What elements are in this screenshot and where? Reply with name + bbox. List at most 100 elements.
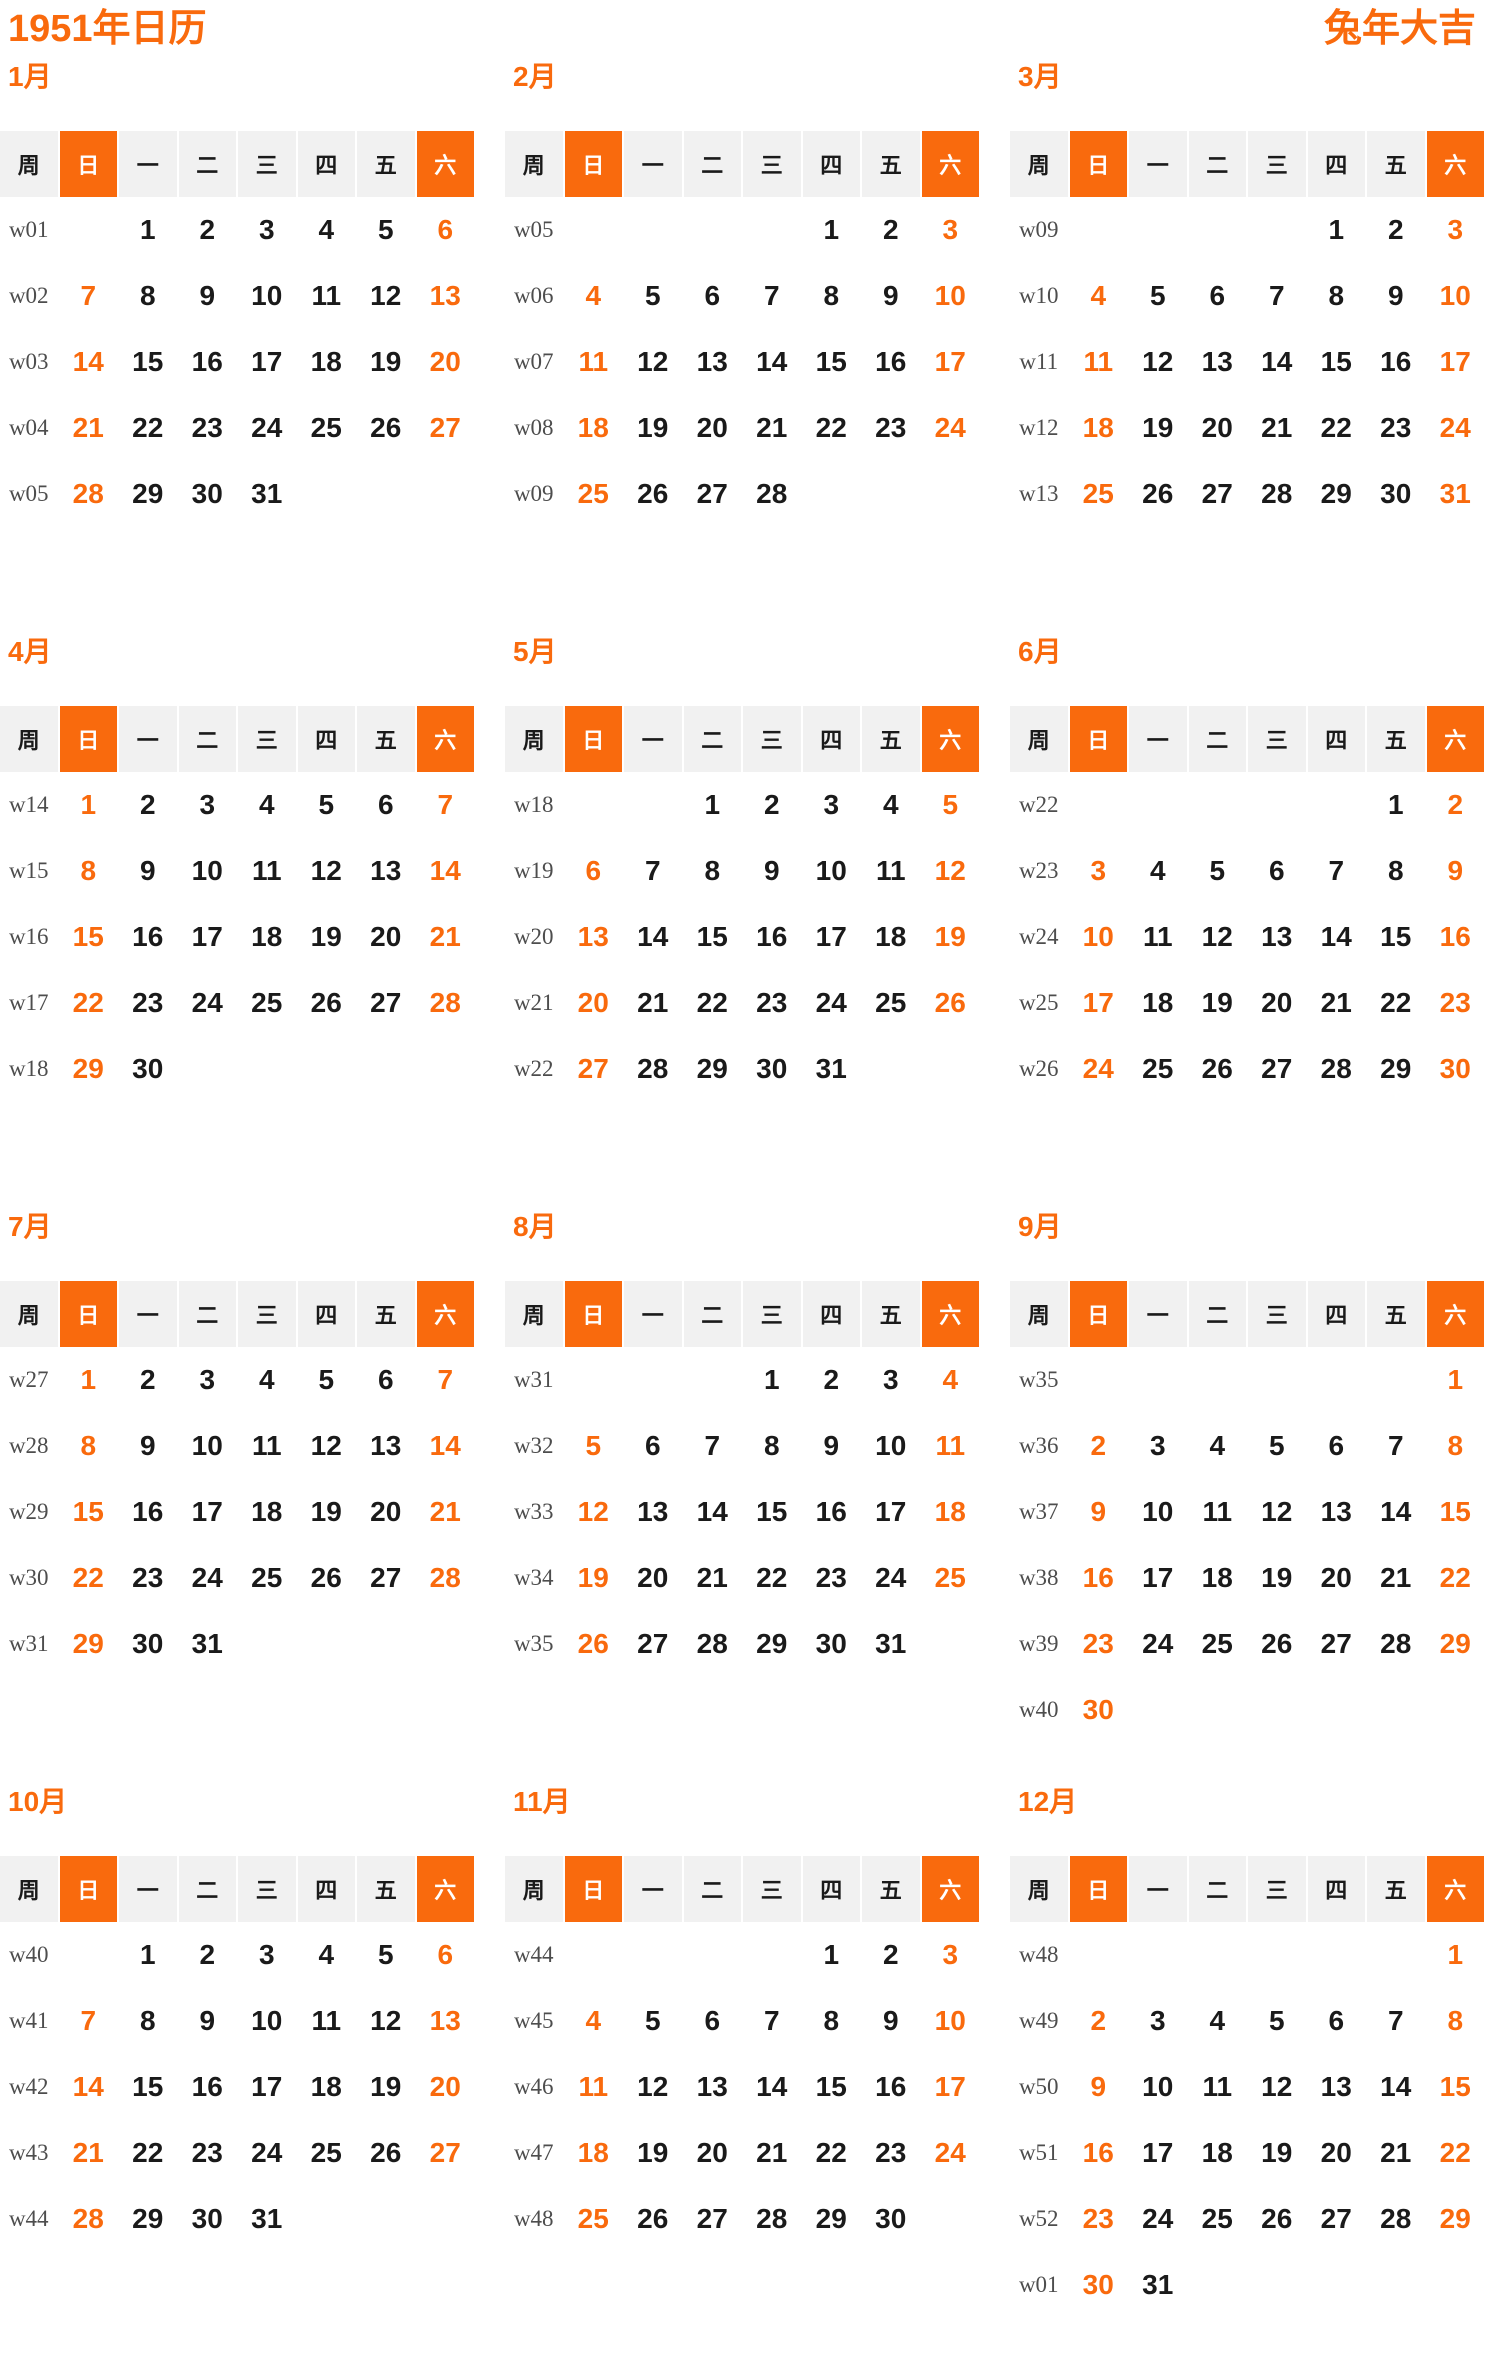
day-cell: 20 <box>1320 2137 1352 2168</box>
week-number: w52 <box>1018 2206 1059 2231</box>
weekday-header: 三 <box>743 1281 801 1347</box>
weekday-header: 二 <box>178 1281 236 1347</box>
empty-day-cell <box>1189 772 1247 838</box>
day-cell: 10 <box>1439 280 1471 311</box>
day-cell: 26 <box>370 2137 402 2168</box>
day-cell: 6 <box>437 1939 454 1970</box>
weekday-header: 六 <box>416 131 474 197</box>
day-cell: 13 <box>577 921 609 952</box>
empty-day-cell <box>1308 1677 1366 1743</box>
day-cell: 18 <box>577 412 609 443</box>
day-cell: 1 <box>139 1939 156 1970</box>
weekday-header: 二 <box>683 1856 741 1922</box>
weekday-header: 六 <box>921 1856 979 1922</box>
day-cell: 21 <box>429 921 461 952</box>
weekday-header: 一 <box>1129 1281 1187 1347</box>
week-number: w05 <box>8 481 49 506</box>
weekday-header: 二 <box>683 131 741 197</box>
weekday-header: 五 <box>1367 131 1425 197</box>
day-cell: 18 <box>875 921 907 952</box>
month-label: 12月 <box>1018 1786 1078 1817</box>
empty-day-cell <box>684 197 742 263</box>
day-cell: 3 <box>942 214 959 245</box>
empty-day-cell <box>1070 772 1128 838</box>
empty-day-cell <box>565 772 623 838</box>
day-cell: 11 <box>1083 346 1114 377</box>
day-cell: 3 <box>199 789 216 820</box>
day-cell: 2 <box>1090 1430 1107 1461</box>
day-cell: 7 <box>644 855 661 886</box>
day-cell: 3 <box>1149 1430 1166 1461</box>
weekday-header: 五 <box>862 706 920 772</box>
weekday-header: 二 <box>683 706 741 772</box>
weekday-header: 二 <box>1188 706 1246 772</box>
week-number: w06 <box>513 283 554 308</box>
day-cell: 29 <box>1320 478 1352 509</box>
day-cell: 8 <box>80 1430 97 1461</box>
day-cell: 10 <box>1082 921 1114 952</box>
weekday-header: 三 <box>238 706 296 772</box>
day-cell: 27 <box>370 1562 402 1593</box>
empty-day-cell <box>922 1036 980 1102</box>
day-cell: 16 <box>1082 1562 1114 1593</box>
day-cell: 12 <box>1142 346 1174 377</box>
month-calendar: 周日一二三四五六 w05 1 2 3 w06 4 5 6 7 8 9 10 w07 11 12 13 14 15 16… <box>505 131 979 527</box>
day-cell: 28 <box>756 2203 788 2234</box>
week-number: w46 <box>513 2074 554 2099</box>
day-cell: 17 <box>251 346 283 377</box>
day-cell: 16 <box>191 2071 223 2102</box>
day-cell: 4 <box>585 2005 602 2036</box>
day-cell: 24 <box>1142 2203 1174 2234</box>
day-cell: 29 <box>696 1053 728 1084</box>
day-cell: 15 <box>132 2071 164 2102</box>
week-number: w31 <box>513 1367 554 1392</box>
week-number: w05 <box>513 217 554 242</box>
month-label: 8月 <box>513 1211 557 1242</box>
titlebar: 1951年日历 兔年大吉 <box>0 0 1486 56</box>
day-cell: 16 <box>191 346 223 377</box>
day-cell: 27 <box>1201 478 1233 509</box>
day-cell: 22 <box>72 987 104 1018</box>
weekday-header: 二 <box>1188 131 1246 197</box>
day-cell: 23 <box>875 412 907 443</box>
weekday-header: 五 <box>1367 706 1425 772</box>
week-number: w15 <box>8 858 49 883</box>
weekday-header: 二 <box>178 131 236 197</box>
weekday-header: 五 <box>1367 1281 1425 1347</box>
weekday-header: 日 <box>564 1856 622 1922</box>
weekday-header: 二 <box>178 706 236 772</box>
empty-day-cell <box>565 1347 623 1413</box>
week-number: w43 <box>8 2140 49 2165</box>
empty-day-cell <box>1189 2252 1247 2318</box>
day-cell: 28 <box>1380 1628 1412 1659</box>
day-cell: 7 <box>1268 280 1285 311</box>
day-cell: 22 <box>132 412 164 443</box>
day-cell: 25 <box>310 2137 342 2168</box>
day-cell: 21 <box>756 412 788 443</box>
day-cell: 20 <box>696 412 728 443</box>
day-cell: 25 <box>577 478 609 509</box>
day-cell: 11 <box>578 346 609 377</box>
day-cell: 13 <box>429 2005 461 2036</box>
weekday-header: 一 <box>624 706 682 772</box>
day-cell: 31 <box>1142 2269 1174 2300</box>
day-cell: 3 <box>942 1939 959 1970</box>
week-number: w24 <box>1018 924 1059 949</box>
day-cell: 8 <box>1387 855 1404 886</box>
empty-day-cell <box>624 1347 682 1413</box>
month-calendar: 周日一二三四五六 w18 1 2 3 4 5 w19 6 7 8 9 10 11 12 w20 13 14 15 16… <box>505 706 979 1102</box>
day-cell: 12 <box>1261 2071 1293 2102</box>
day-cell: 26 <box>1261 2203 1293 2234</box>
day-cell: 26 <box>310 987 342 1018</box>
day-cell: 28 <box>637 1053 669 1084</box>
day-cell: 19 <box>370 346 402 377</box>
day-cell: 14 <box>1261 346 1293 377</box>
day-cell: 17 <box>1142 1562 1174 1593</box>
day-cell: 7 <box>437 789 454 820</box>
weekday-header: 四 <box>1307 706 1365 772</box>
week-number: w47 <box>513 2140 554 2165</box>
day-cell: 17 <box>815 921 847 952</box>
day-cell: 17 <box>1439 346 1471 377</box>
day-cell: 31 <box>815 1053 847 1084</box>
day-cell: 8 <box>823 2005 840 2036</box>
